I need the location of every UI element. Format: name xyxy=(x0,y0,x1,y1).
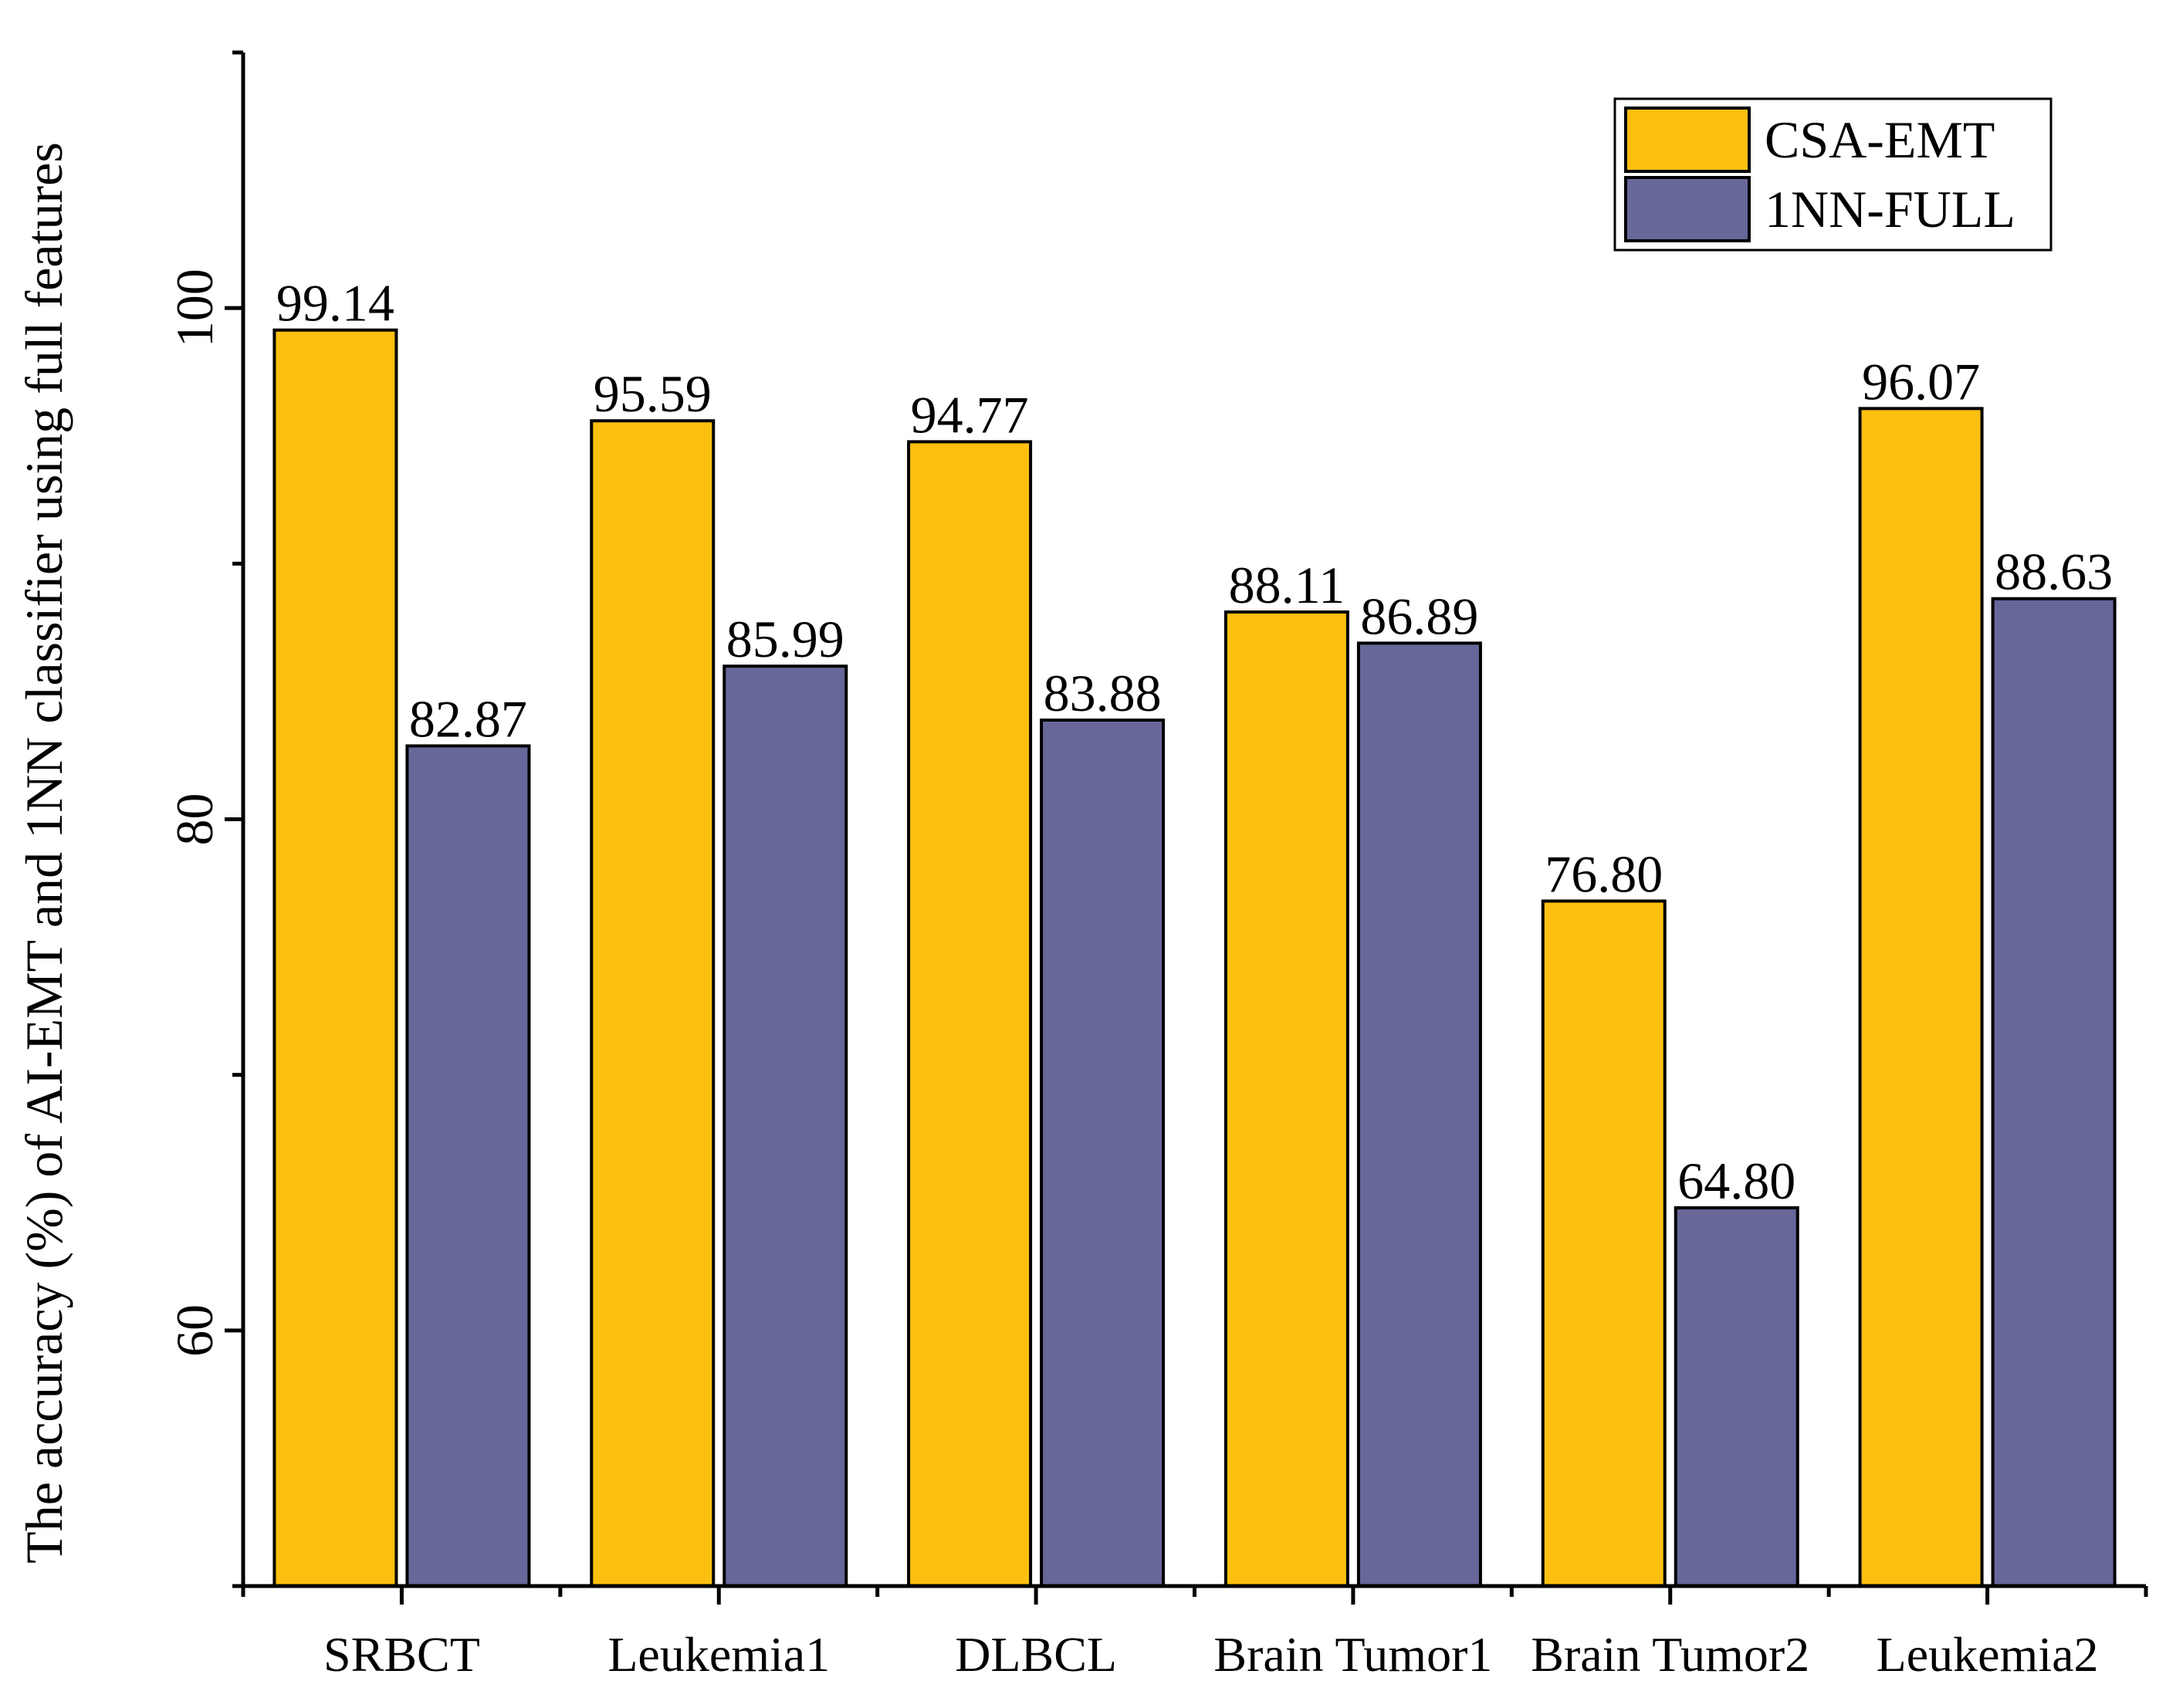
bar-1nn-full-srbct xyxy=(405,744,531,1588)
bar-1nn-full-leukemia1 xyxy=(723,665,848,1588)
bar-1nn-full-brain-tumor1 xyxy=(1356,641,1482,1588)
y-tick-label: 100 xyxy=(165,269,224,347)
x-tick-label: Brain Tumor2 xyxy=(1531,1627,1809,1682)
data-label: 85.99 xyxy=(726,610,844,668)
legend-swatch-csa-emt xyxy=(1624,107,1751,173)
bar-csa-emt-brain-tumor2 xyxy=(1541,899,1667,1588)
data-label: 95.59 xyxy=(594,364,712,423)
data-label: 96.07 xyxy=(1862,352,1980,411)
x-tick-label: SRBCT xyxy=(323,1627,480,1682)
legend: CSA-EMT 1NN-FULL xyxy=(1613,97,2053,252)
bar-1nn-full-brain-tumor2 xyxy=(1674,1206,1799,1588)
data-label: 82.87 xyxy=(409,689,527,748)
bar-csa-emt-dlbcl xyxy=(907,440,1033,1588)
data-labels-layer: 99.14 82.87 95.59 85.99 94.77 83.88 88.11 86.89… xyxy=(276,274,2113,1210)
bar-1nn-full-leukemia2 xyxy=(1991,597,2117,1588)
data-label: 76.80 xyxy=(1545,844,1663,903)
y-axis-title: The accuracy (%) of AI-EMT and 1NN class… xyxy=(15,142,73,1564)
data-label: 88.63 xyxy=(1995,543,2113,601)
x-tick-label: Brain Tumor1 xyxy=(1213,1627,1492,1682)
legend-label: CSA-EMT xyxy=(1765,110,1995,169)
axes-layer: SRBCT Leukemia1 DLBCL Brain Tumor1 Brain Tum… xyxy=(165,50,2148,1682)
data-label: 99.14 xyxy=(276,274,394,333)
y-tick-label: 60 xyxy=(165,1304,224,1357)
bar-1nn-full-dlbcl xyxy=(1040,719,1166,1588)
bars-layer xyxy=(272,328,2117,1588)
y-tick-label: 80 xyxy=(165,793,224,846)
bar-csa-emt-leukemia2 xyxy=(1858,407,1984,1588)
legend-label: 1NN-FULL xyxy=(1765,180,2015,238)
data-label: 88.11 xyxy=(1229,556,1345,614)
data-label: 86.89 xyxy=(1360,587,1478,645)
bar-csa-emt-brain-tumor1 xyxy=(1223,610,1349,1588)
bar-csa-emt-srbct xyxy=(272,328,398,1588)
x-tick-label: Leukemia2 xyxy=(1877,1627,2099,1682)
x-tick-label: DLBCL xyxy=(955,1627,1117,1682)
data-label: 94.77 xyxy=(911,385,1029,444)
data-label: 83.88 xyxy=(1044,664,1162,722)
x-tick-label: Leukemia1 xyxy=(607,1627,830,1682)
data-label: 64.80 xyxy=(1677,1152,1795,1210)
y-axis-title-text: The accuracy (%) of AI-EMT and 1NN class… xyxy=(15,142,73,1564)
legend-swatch-1nn-full xyxy=(1624,176,1751,242)
bar-csa-emt-leukemia1 xyxy=(590,419,716,1588)
